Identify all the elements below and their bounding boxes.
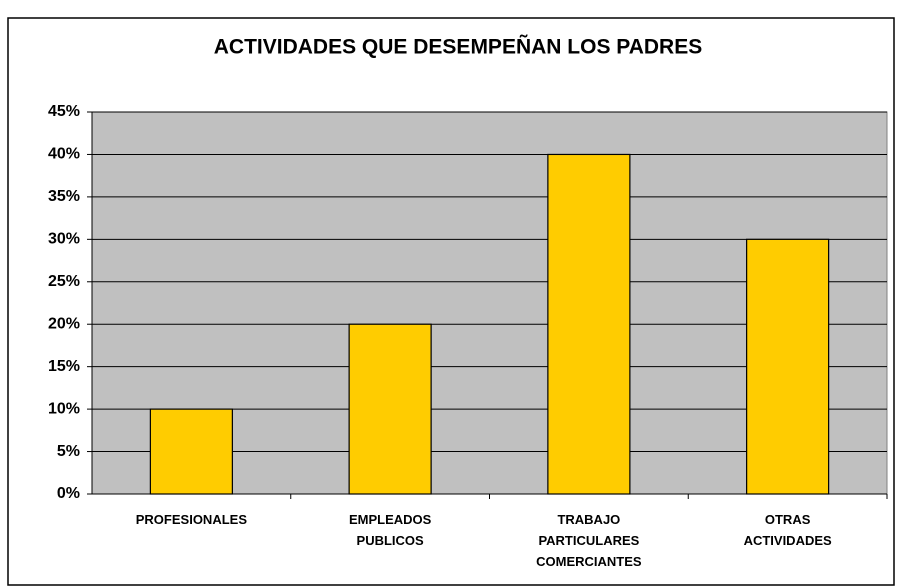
x-tick-label: OTRAS ACTIVIDADES	[743, 512, 832, 548]
x-tick-label: TRABAJO PARTICULARES COMERCIANTES	[536, 512, 642, 569]
y-tick-label: 15%	[48, 358, 80, 375]
y-tick-label: 40%	[48, 146, 80, 163]
bar	[348, 323, 432, 495]
y-tick-label: 20%	[48, 315, 80, 332]
x-tick-label: EMPLEADOS PUBLICOS	[348, 512, 432, 548]
y-tick-label: 5%	[57, 443, 80, 460]
bar	[547, 153, 631, 495]
y-tick-label: 0%	[57, 485, 80, 502]
bar	[746, 238, 830, 495]
y-tick-label: 45%	[48, 103, 80, 120]
chart-title: ACTIVIDADES QUE DESEMPEÑAN LOS PADRES	[214, 36, 703, 59]
y-tick-label: 25%	[48, 273, 80, 290]
y-tick-label: 30%	[48, 231, 80, 248]
bar	[149, 408, 233, 495]
x-tick-label: PROFESIONALES	[135, 512, 247, 527]
y-tick-label: 35%	[48, 188, 80, 205]
y-tick-label: 10%	[48, 400, 80, 417]
